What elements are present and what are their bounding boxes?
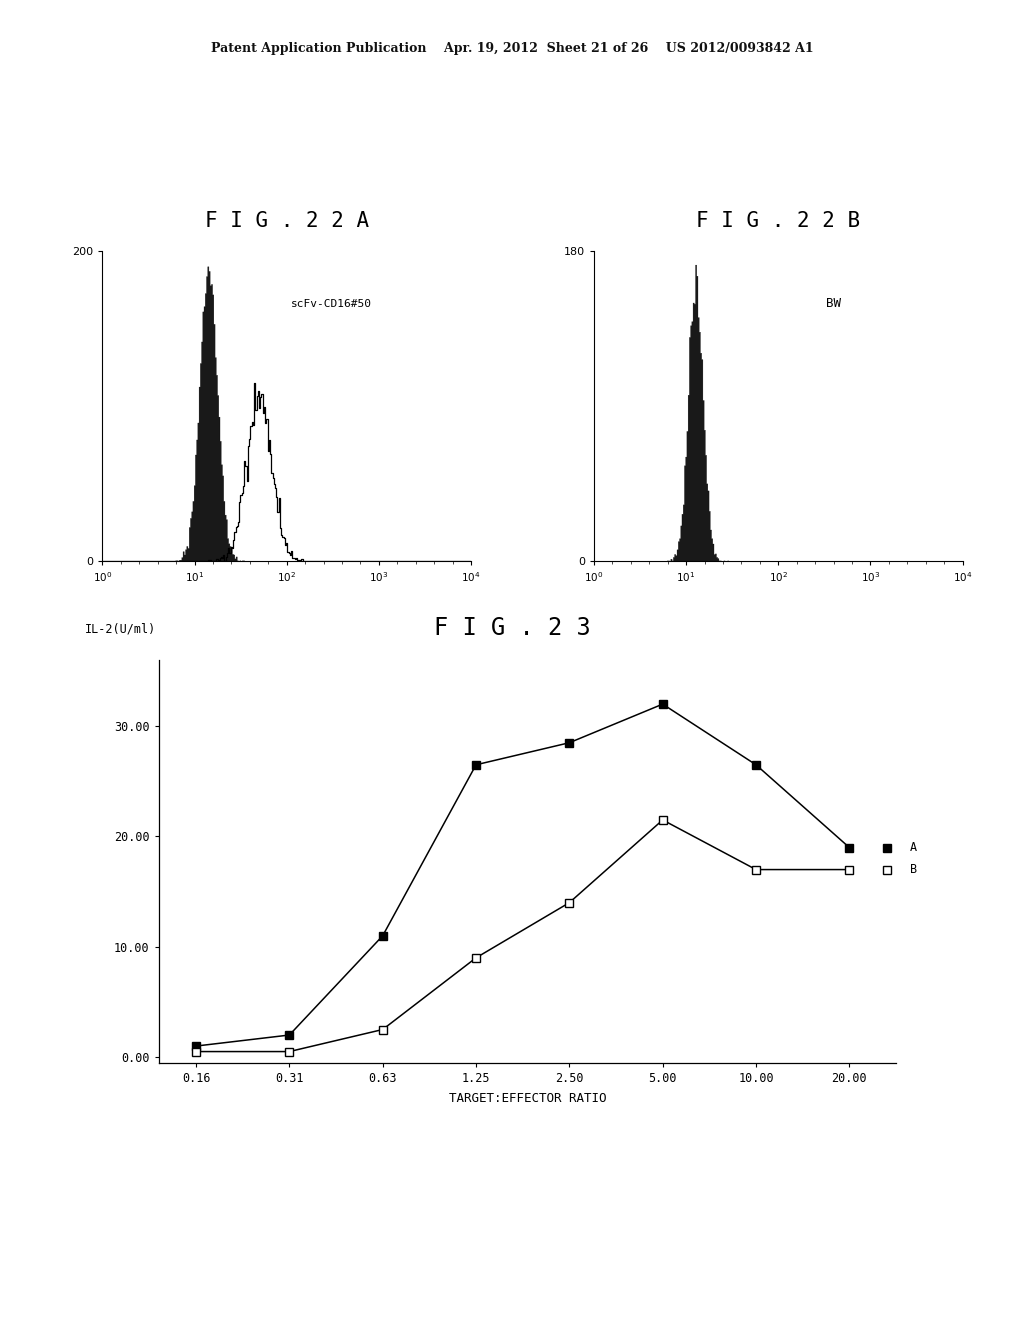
Text: F I G . 2 2 A: F I G . 2 2 A [205, 211, 369, 231]
X-axis label: TARGET:EFFECTOR RATIO: TARGET:EFFECTOR RATIO [449, 1092, 606, 1105]
Text: scFv-CD16#50: scFv-CD16#50 [291, 298, 372, 309]
Text: IL-2(U/ml): IL-2(U/ml) [85, 623, 157, 636]
Text: A: A [910, 841, 918, 854]
Text: F I G . 2 3: F I G . 2 3 [433, 616, 591, 640]
Text: B: B [910, 863, 918, 876]
Text: BW: BW [826, 297, 841, 310]
Text: F I G . 2 2 B: F I G . 2 2 B [696, 211, 860, 231]
Text: Patent Application Publication    Apr. 19, 2012  Sheet 21 of 26    US 2012/00938: Patent Application Publication Apr. 19, … [211, 42, 813, 55]
